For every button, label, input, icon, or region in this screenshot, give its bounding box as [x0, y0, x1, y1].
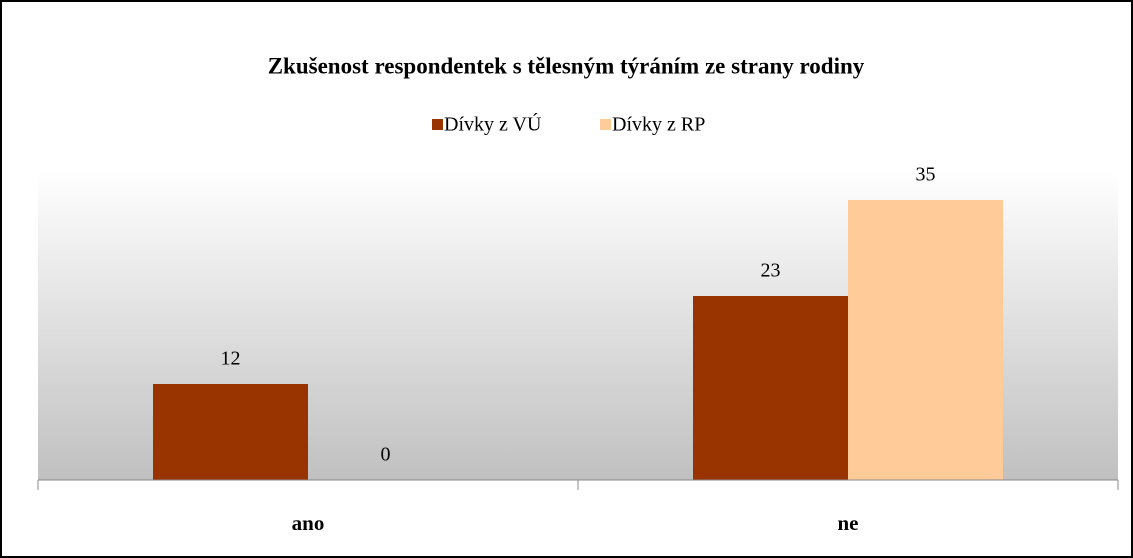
legend-swatch	[432, 119, 443, 130]
bar	[693, 296, 848, 480]
value-label: 0	[381, 444, 391, 466]
value-label: 23	[761, 260, 781, 282]
bar	[848, 200, 1003, 480]
bar	[153, 384, 308, 480]
legend-label: Dívky z VÚ	[444, 112, 542, 136]
value-label: 35	[916, 164, 936, 186]
legend-label: Dívky z RP	[612, 114, 705, 136]
legend-swatch	[600, 119, 611, 130]
value-label: 12	[221, 348, 241, 370]
chart-title: Zkušenost respondentek s tělesným týrání…	[268, 53, 865, 78]
x-tick-label: ano	[292, 511, 325, 535]
x-tick-label: ne	[838, 511, 859, 535]
